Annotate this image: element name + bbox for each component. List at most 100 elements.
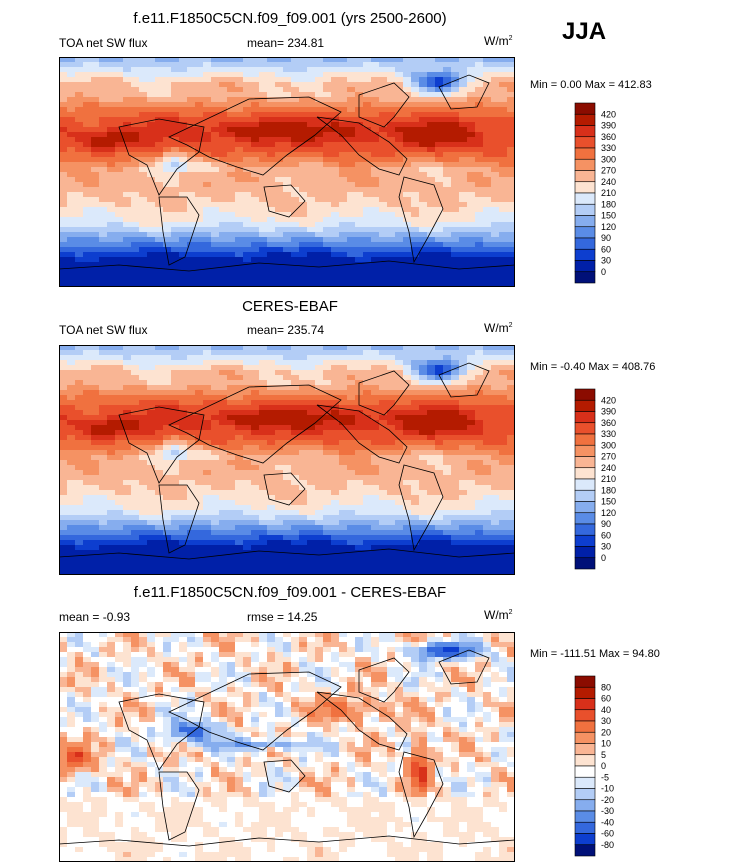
map-cell <box>59 197 68 203</box>
map-cell <box>235 460 244 466</box>
map-cell <box>227 480 236 486</box>
map-cell <box>507 355 515 361</box>
map-cell <box>251 107 260 113</box>
map-cell <box>371 425 380 431</box>
map-cell <box>379 450 388 456</box>
map-cell <box>131 202 140 208</box>
map-cell <box>379 410 388 416</box>
map-cell <box>363 232 372 238</box>
map-cell <box>139 172 148 178</box>
map-cell <box>451 375 460 381</box>
map-cell <box>139 202 148 208</box>
map-cell <box>107 62 116 68</box>
map-cell <box>451 465 460 471</box>
map-cell <box>67 490 76 496</box>
map-cell <box>139 122 148 128</box>
map-cell <box>147 450 156 456</box>
map-cell <box>155 390 164 396</box>
map-cell <box>467 365 476 371</box>
map-cell <box>387 360 396 366</box>
map-cell <box>211 540 220 546</box>
map-cell <box>283 272 292 278</box>
map-cell <box>339 72 348 78</box>
map-cell <box>499 152 508 158</box>
map-cell <box>171 490 180 496</box>
map-cell <box>443 435 452 441</box>
map-cell <box>355 132 364 138</box>
map-cell <box>355 142 364 148</box>
map-cell <box>195 247 204 253</box>
map-cell <box>75 107 84 113</box>
map-cell <box>243 350 252 356</box>
map-cell <box>307 505 316 511</box>
map-cell <box>451 420 460 426</box>
map-cell <box>83 57 92 63</box>
map-cell <box>299 97 308 103</box>
map-cell <box>427 82 436 88</box>
map-cell <box>179 515 188 521</box>
map-cell <box>291 212 300 218</box>
map-cell <box>75 142 84 148</box>
map-cell <box>323 92 332 98</box>
map-cell <box>427 157 436 163</box>
map-cell <box>467 272 476 278</box>
map-cell <box>403 390 412 396</box>
map-cell <box>283 257 292 263</box>
map-cell <box>475 355 484 361</box>
map-cell <box>227 232 236 238</box>
map-cell <box>355 237 364 243</box>
map-cell <box>123 405 132 411</box>
map-cell <box>155 182 164 188</box>
map-cell <box>483 410 492 416</box>
map-cell <box>491 465 500 471</box>
map-cell <box>307 197 316 203</box>
map-cell <box>59 545 68 551</box>
map-cell <box>443 192 452 198</box>
map-cell <box>483 227 492 233</box>
map-cell <box>243 405 252 411</box>
map-cell <box>355 535 364 541</box>
map-cell <box>499 82 508 88</box>
map-cell <box>83 232 92 238</box>
map-cell <box>211 480 220 486</box>
map-cell <box>75 360 84 366</box>
map-cell <box>435 390 444 396</box>
map-cell <box>75 157 84 163</box>
map-cell <box>475 147 484 153</box>
map-cell <box>419 515 428 521</box>
map-cell <box>259 227 268 233</box>
map-cell <box>195 495 204 501</box>
map-cell <box>315 525 324 531</box>
map-cell <box>435 470 444 476</box>
map-cell <box>355 122 364 128</box>
map-cell <box>203 172 212 178</box>
map-cell <box>291 460 300 466</box>
map-cell <box>379 530 388 536</box>
map-cell <box>259 177 268 183</box>
map-cell <box>139 485 148 491</box>
map-cell <box>315 132 324 138</box>
map-cell <box>147 97 156 103</box>
map-cell <box>443 67 452 73</box>
map-cell <box>307 257 316 263</box>
map-cell <box>203 380 212 386</box>
map-cell <box>75 262 84 268</box>
map-cell <box>451 510 460 516</box>
map-cell <box>275 485 284 491</box>
map-cell <box>323 485 332 491</box>
map-cell <box>203 242 212 248</box>
map-cell <box>403 202 412 208</box>
map-cell <box>203 252 212 258</box>
map-cell <box>259 365 268 371</box>
map-cell <box>243 102 252 108</box>
map-cell <box>219 455 228 461</box>
map-cell <box>163 455 172 461</box>
map-cell <box>331 390 340 396</box>
map-cell <box>219 67 228 73</box>
map-cell <box>299 345 308 351</box>
map-cell <box>443 445 452 451</box>
map-cell <box>315 465 324 471</box>
map-cell <box>499 117 508 123</box>
map-cell <box>123 267 132 273</box>
map-cell <box>427 222 436 228</box>
